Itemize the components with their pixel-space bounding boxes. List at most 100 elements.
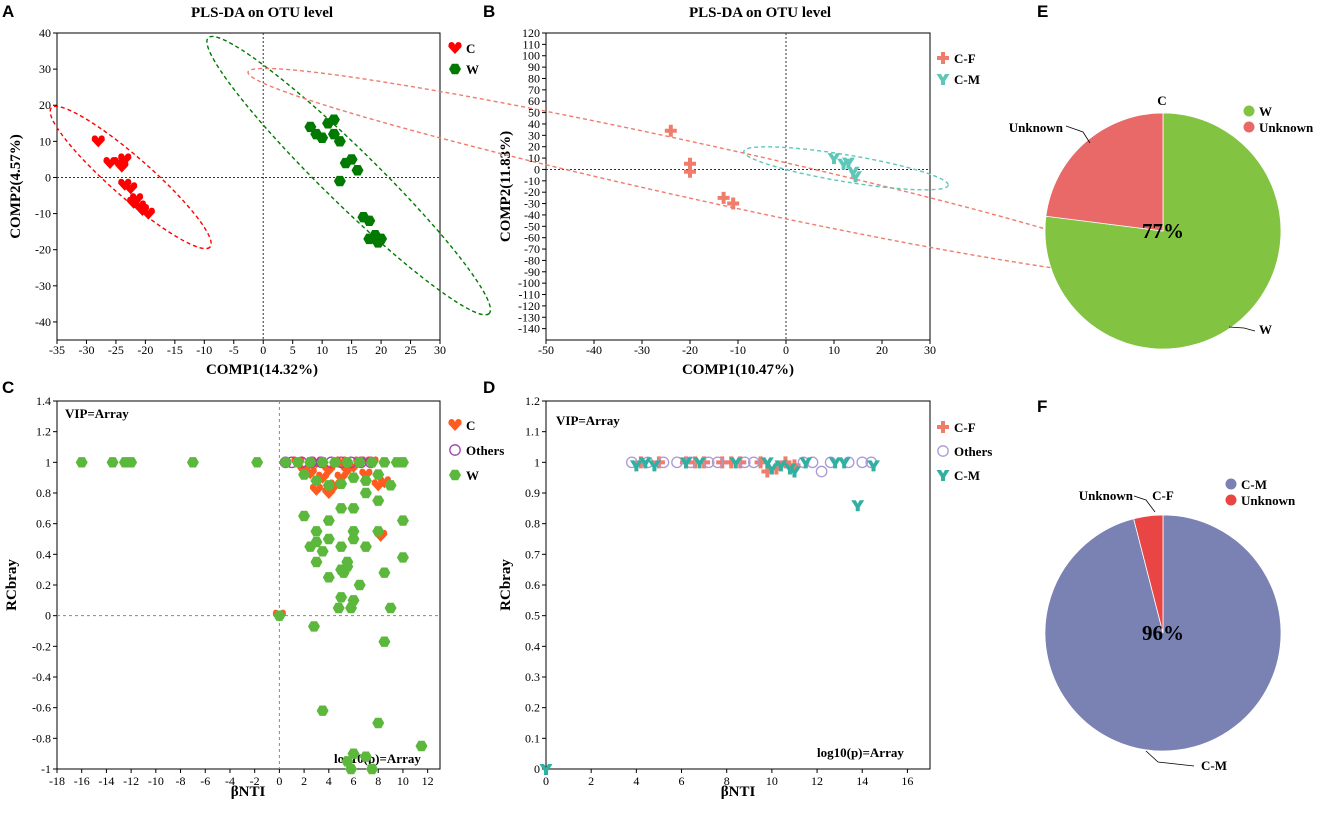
- legend-marker-unknown: [1225, 494, 1237, 506]
- y-tick-label: 80: [528, 71, 540, 85]
- x-tick-label: 2: [588, 774, 594, 788]
- x-tick-label: 0: [276, 774, 282, 788]
- legend-marker-unknown: [1243, 121, 1255, 133]
- y-tick-label: 0.9: [525, 486, 540, 500]
- x-tick-label: 8: [375, 774, 381, 788]
- x-tick-label: 2: [301, 774, 307, 788]
- x-tick-label: -10: [148, 774, 164, 788]
- y-tick-label: 60: [528, 94, 540, 108]
- y-tick-label: 30: [39, 62, 51, 76]
- panel-c-rcbray-chart: -18 -16 -14 -12 -10 -8 -6 -4 -2 0 2 4 6 8 10 121.41.210…: [4, 394, 504, 800]
- data-point-w: [310, 475, 323, 486]
- data-point-w: [353, 457, 366, 468]
- x-tick-label: 12: [422, 774, 434, 788]
- y-tick-label: -80: [524, 253, 540, 267]
- data-point-w: [333, 175, 346, 187]
- x-tick-label: -4: [225, 774, 235, 788]
- plot-frame: [545, 400, 931, 770]
- x-tick-label: -50: [538, 343, 554, 357]
- legend-marker-c: [448, 419, 462, 431]
- x-tick-label: 0: [260, 343, 266, 357]
- y-tick-label: -0.2: [32, 639, 51, 653]
- x-tick-label: 30: [434, 343, 446, 357]
- chart-title: PLS-DA on OTU level: [689, 5, 831, 21]
- legend-label-unknown: Unknown: [1259, 120, 1314, 135]
- x-tick-label: 0: [783, 343, 789, 357]
- legend-marker-c: [448, 42, 462, 54]
- data-point-c: [127, 196, 141, 209]
- y-tick-label: 0.4: [525, 639, 540, 653]
- x-tick-label: 20: [876, 343, 888, 357]
- pie-outer-label-left: Unknown: [1079, 488, 1134, 503]
- confidence-ellipse-c-m: [743, 146, 949, 191]
- pie-slice-unknown: [1133, 514, 1164, 634]
- x-tick-label: -25: [108, 343, 124, 357]
- data-point-w: [335, 503, 348, 514]
- data-point-w: [186, 457, 199, 468]
- y-tick-label: 0.3: [525, 670, 540, 684]
- pie-outer-label-top: C-F: [1152, 488, 1174, 503]
- y-tick-label: 20: [39, 98, 51, 112]
- data-point-w: [310, 556, 323, 568]
- data-point-c: [334, 471, 348, 484]
- data-point-c: [316, 471, 330, 484]
- x-tick-label: 4: [326, 774, 332, 788]
- x-tick-label: 0: [543, 774, 549, 788]
- y-tick-label: -20: [35, 243, 51, 257]
- y-tick-label: 0: [534, 162, 540, 176]
- x-axis-label: COMP1(10.47%): [682, 362, 794, 378]
- x-tick-label: 10: [397, 774, 409, 788]
- x-tick-label: -15: [167, 343, 183, 357]
- data-point-w: [339, 157, 352, 169]
- legend-label-w: W: [466, 62, 479, 77]
- panel-d-rcbray-chart: 0 2 4 6 8 10 12 14 16 1.2 1.1 1 0.9 0.8 0.7 0.6 0.5 0.4 0.…: [498, 394, 992, 800]
- x-tick-label: -5: [229, 343, 239, 357]
- data-point-c-f: [770, 462, 783, 475]
- data-point-w: [378, 636, 391, 647]
- x-tick-label: -20: [682, 343, 698, 357]
- x-tick-label: -20: [137, 343, 153, 357]
- pie-center-percent: 77%: [1142, 219, 1184, 243]
- x-tick-label: -8: [176, 774, 186, 788]
- x-tick-label: 14: [856, 774, 868, 788]
- panel-letter-a: A: [2, 2, 14, 21]
- data-point-c-m: [629, 460, 643, 472]
- data-point-c-m: [638, 457, 652, 469]
- y-tick-label: 70: [528, 83, 540, 97]
- panel-letter-f: F: [1037, 397, 1047, 416]
- data-point-c-f: [725, 456, 738, 469]
- data-point-others: [856, 456, 869, 469]
- panel-letter-c: C: [2, 378, 14, 397]
- y-tick-label: -110: [518, 288, 540, 302]
- data-point-w: [310, 536, 323, 548]
- data-point-c-m: [787, 466, 801, 478]
- x-tick-label: 5: [290, 343, 296, 357]
- data-point-w: [372, 526, 385, 537]
- y-tick-label: 1.2: [525, 394, 540, 408]
- legend-marker-w: [449, 469, 461, 481]
- data-point-w: [322, 480, 335, 491]
- legend-label-others: Others: [954, 444, 992, 459]
- data-point-c-f: [734, 456, 747, 469]
- data-point-others: [702, 456, 715, 469]
- x-tick-label: 6: [351, 774, 357, 788]
- data-point-w: [366, 457, 379, 468]
- data-point-w: [353, 579, 366, 591]
- x-tick-label: -2: [250, 774, 260, 788]
- y-tick-label: -30: [35, 279, 51, 293]
- data-point-w: [341, 457, 354, 468]
- y-tick-label: 1: [45, 455, 51, 469]
- y-tick-label: 30: [528, 128, 540, 142]
- x-axis-label: βNTI: [721, 784, 756, 800]
- data-point-w: [328, 457, 341, 468]
- pie-outer-label-bottom: C-M: [1201, 758, 1227, 773]
- data-point-others: [625, 456, 638, 469]
- y-tick-label: -30: [524, 197, 540, 211]
- data-point-others: [738, 456, 751, 469]
- panel-a-pls-da-chart: -35 -30 -25 -20 -15 -10 -5 0 5 10 15 20 25 30 40 30 20 10…: [8, 5, 492, 378]
- legend-label-c-f: C-F: [954, 420, 976, 435]
- x-tick-label: -12: [123, 774, 139, 788]
